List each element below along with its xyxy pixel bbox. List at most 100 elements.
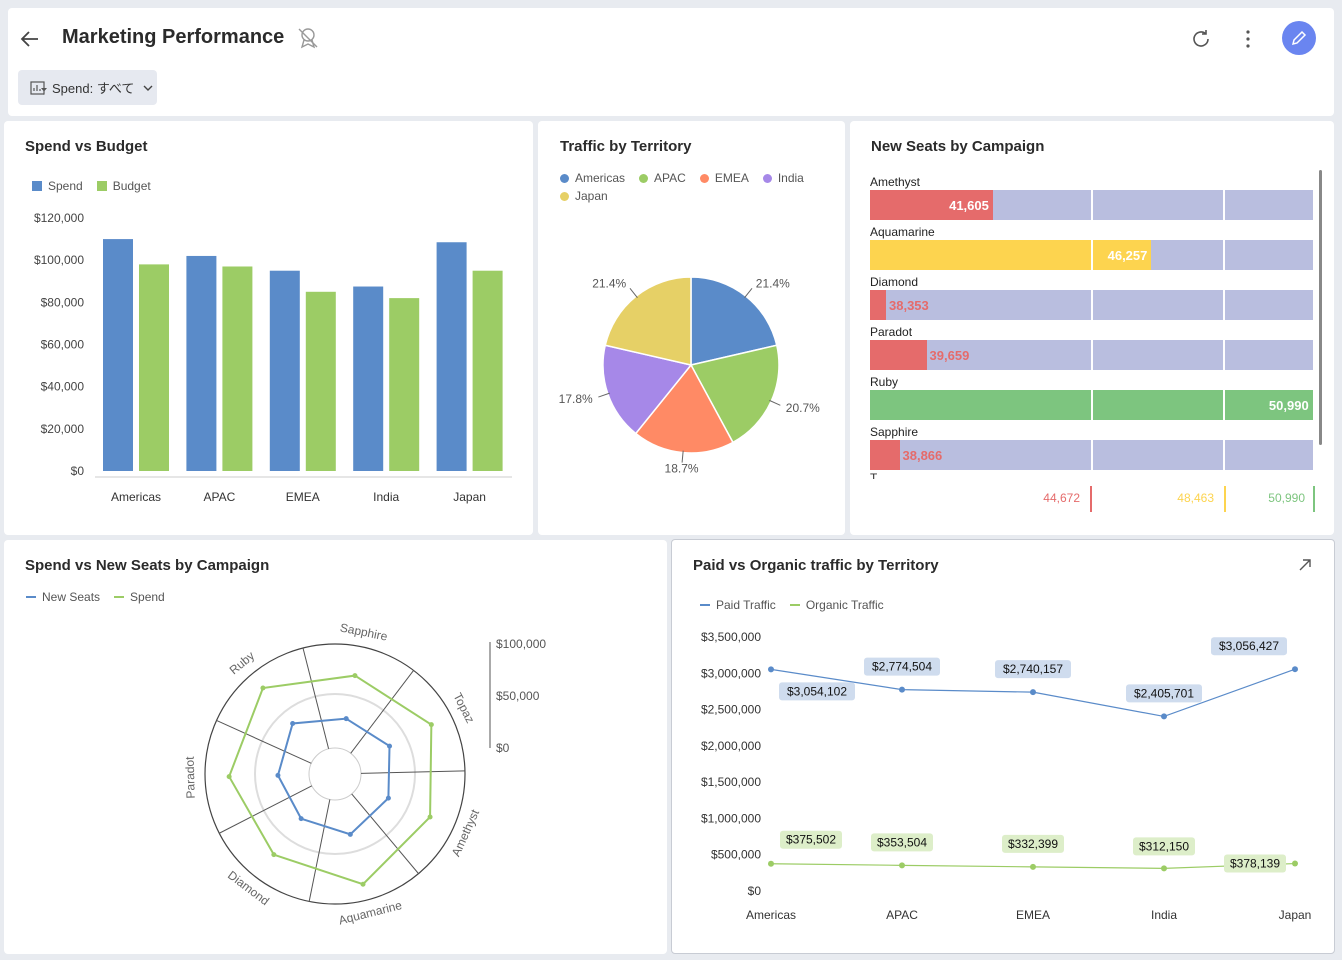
radar-axis-label: Amethyst [449, 807, 483, 859]
legend-swatch [762, 173, 772, 183]
campaign-bar-track: 39,659 [870, 340, 1313, 370]
radar-spoke [351, 793, 419, 874]
campaign-bar-track: 50,990 [870, 390, 1313, 420]
data-label-background [1133, 837, 1195, 856]
legend-item-apac[interactable]: APAC [639, 171, 686, 185]
x-tick-label: Americas [746, 908, 796, 922]
legend-item-new-seats[interactable]: New Seats [26, 590, 100, 604]
legend-item-emea[interactable]: EMEA [699, 171, 749, 185]
grid-line [1223, 440, 1226, 470]
y-tick-label: $80,000 [41, 295, 85, 309]
legend-label: Paid Traffic [716, 598, 776, 612]
refresh-icon[interactable] [1189, 27, 1213, 51]
bar-budget-americas [139, 264, 169, 471]
paid-organic-legend: Paid Traffic Organic Traffic [700, 598, 884, 612]
threshold-low-label: 44,672 [1043, 491, 1080, 505]
campaign-row-amethyst[interactable]: Amethyst 41,605 [870, 175, 1313, 220]
back-arrow-icon[interactable] [18, 27, 42, 51]
campaign-row-paradot[interactable]: Paradot 39,659 [870, 325, 1313, 370]
threshold-mid: 48,463 [1130, 486, 1226, 512]
legend-swatch [699, 173, 709, 183]
pie-value-label: 21.4% [756, 277, 790, 291]
radar-point [427, 814, 433, 820]
campaign-row-aquamarine[interactable]: Aquamarine 46,257 [870, 225, 1313, 270]
y-tick-label: $0 [748, 884, 762, 898]
data-label-background [1224, 854, 1286, 873]
legend-swatch [789, 604, 800, 606]
traffic-pie-chart: 21.4% 20.7% 18.7% 17.8% 21.4% [559, 276, 820, 476]
line-point [768, 666, 774, 673]
legend-item-organic[interactable]: Organic Traffic [789, 598, 884, 612]
campaign-bar-track: 38,353 [870, 290, 1313, 320]
campaign-value-label: 38,353 [889, 298, 929, 313]
y-tick-label: $500,000 [711, 848, 761, 862]
legend-swatch [700, 604, 710, 606]
campaign-label: Paradot [870, 325, 913, 339]
badge-off-icon[interactable] [296, 26, 320, 50]
radar-spoke [219, 785, 313, 834]
data-label: $332,399 [1008, 837, 1058, 851]
x-tick-label: Japan [1279, 908, 1312, 922]
partial-campaign-label: T [870, 471, 878, 479]
radar-axis-label: Topaz [450, 691, 477, 726]
expand-arrow-icon[interactable] [1297, 557, 1313, 573]
data-label: $353,504 [877, 835, 927, 849]
pie-value-label: 17.8% [559, 392, 593, 406]
legend-swatch [560, 173, 569, 183]
filter-label: Spend: すべて [52, 81, 135, 96]
legend-item-japan[interactable]: Japan [560, 189, 608, 203]
campaign-label: Aquamarine [870, 225, 935, 239]
line-point [1030, 689, 1036, 696]
legend-label: Japan [575, 189, 608, 203]
legend-item-paid[interactable]: Paid Traffic [700, 598, 776, 612]
campaign-row-ruby[interactable]: Ruby 50,990 [870, 375, 1313, 420]
campaign-value-label: 41,605 [949, 198, 989, 213]
radar-spoke [350, 670, 414, 754]
legend-item-spend[interactable]: Spend [32, 179, 83, 193]
spend-vs-budget-legend: Spend Budget [32, 179, 151, 193]
legend-item-india[interactable]: India [762, 171, 804, 185]
x-tick-label: Japan [453, 490, 486, 504]
legend-label: Americas [575, 171, 626, 185]
threshold-high: 50,990 [1240, 486, 1315, 512]
data-label-background [1002, 834, 1064, 853]
campaign-bar-fill [870, 440, 900, 470]
line-point [1161, 713, 1167, 720]
more-vertical-icon[interactable] [1236, 27, 1260, 51]
pie-value-label: 21.4% [592, 277, 626, 291]
x-tick-label: APAC [886, 908, 918, 922]
spend-filter-button[interactable]: Spend: すべて [18, 70, 157, 105]
radar-axis-label: Aquamarine [337, 898, 403, 928]
x-tick-label: EMEA [1016, 908, 1050, 922]
y-tick-label: $2,000,000 [701, 739, 761, 753]
legend-item-budget[interactable]: Budget [96, 179, 151, 193]
campaign-bar-fill [870, 340, 927, 370]
y-tick-label: $20,000 [41, 422, 85, 436]
bar-spend-india [353, 286, 384, 471]
grid-line [1223, 390, 1226, 420]
chevron-down-icon [143, 85, 153, 91]
legend-item-spend[interactable]: Spend [114, 590, 165, 604]
y-tick-label: $100,000 [34, 253, 84, 267]
radar-series-new-seats [276, 717, 391, 836]
line-point [1292, 666, 1298, 673]
pie-leader-line [629, 288, 638, 299]
paid-vs-organic-title: Paid vs Organic traffic by Territory [693, 557, 939, 574]
pie-leader-line [769, 399, 781, 406]
legend-item-americas[interactable]: Americas [560, 171, 625, 185]
legend-label: Spend [48, 179, 83, 193]
radar-grid-ring [254, 693, 416, 855]
radar-axis-label: Paradot [183, 756, 198, 799]
campaign-row-diamond[interactable]: Diamond 38,353 [870, 275, 1313, 320]
legend-label: EMEA [714, 171, 749, 185]
edit-button[interactable] [1282, 21, 1316, 55]
grid-line [1223, 340, 1226, 370]
legend-label: India [777, 171, 804, 185]
chart-scrollbar[interactable] [1319, 170, 1322, 445]
radar-spoke [360, 770, 465, 774]
radar-spoke [308, 799, 331, 902]
radar-point [352, 673, 358, 679]
campaign-row-sapphire[interactable]: Sapphire 38,866 [870, 425, 1313, 470]
data-label: $2,740,157 [1003, 662, 1063, 676]
line-point [1292, 860, 1298, 867]
